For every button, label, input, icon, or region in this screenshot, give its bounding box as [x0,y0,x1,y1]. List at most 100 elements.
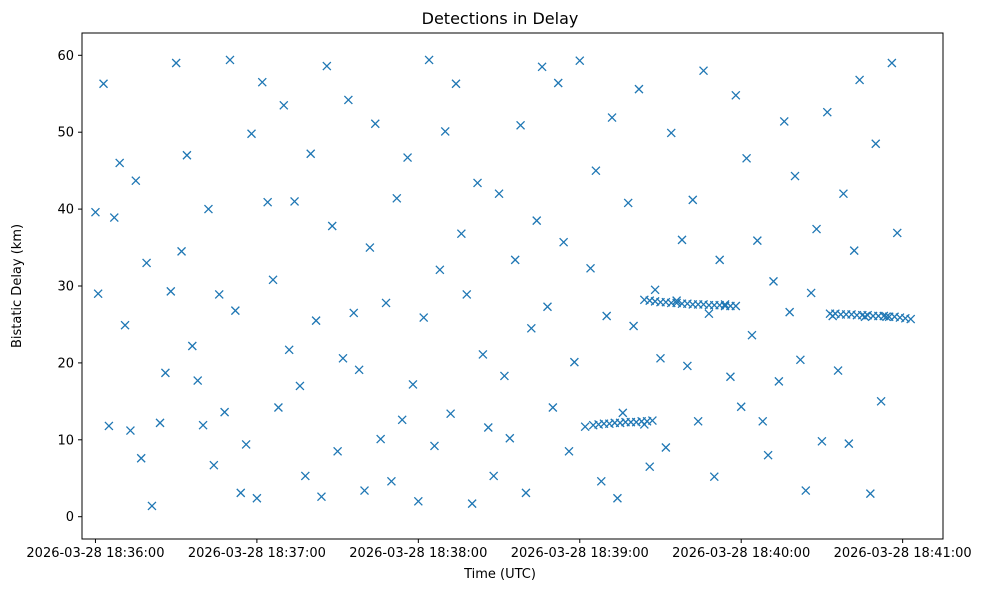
data-point [521,488,531,498]
data-point [526,323,536,333]
data-point [440,126,450,136]
data-point [489,471,499,481]
data-point [290,196,300,206]
data-point [136,453,146,463]
data-point [790,171,800,181]
x-tick-label: 2026-03-28 18:37:00 [188,546,326,561]
data-point [467,499,477,509]
data-point [785,307,795,317]
data-point [575,56,585,66]
data-point [779,116,789,126]
data-point [769,276,778,286]
data-point [602,311,612,321]
data-point [241,439,251,449]
data-point [699,66,708,76]
y-axis-label: Bistatic Delay (km) [10,224,25,348]
data-point [763,450,773,460]
data-point [451,79,461,89]
data-point [403,153,413,163]
data-point [93,289,103,299]
data-point [333,446,343,456]
data-point [892,228,902,238]
data-point [300,471,310,481]
data-point [548,403,558,412]
data-point [731,90,741,100]
data-point [473,178,482,188]
data-point [516,120,526,130]
data-point [413,496,423,506]
data-point [483,423,493,432]
y-tick-label: 60 [57,49,74,64]
data-point [295,381,305,391]
data-point [182,150,192,160]
data-point [193,376,203,386]
data-point [650,285,660,295]
data-point [370,119,380,129]
data-point [822,107,832,117]
data-point [279,100,289,110]
data-point [774,376,784,386]
x-tick-label: 2026-03-28 18:38:00 [349,546,487,561]
data-point [365,243,375,253]
data-point [268,275,278,285]
data-point [844,439,854,449]
data-point [252,493,262,503]
data-point [661,443,671,452]
data-point [543,302,552,312]
data-point [682,361,692,371]
data-point [284,345,294,355]
data-point [177,246,187,256]
data-point [736,402,746,412]
data-point [236,488,246,498]
data-point [647,416,657,426]
data-point [812,224,822,234]
data-point [147,501,157,511]
y-tick-label: 50 [57,126,74,141]
data-point [559,237,569,247]
x-tick-label: 2026-03-28 18:41:00 [834,546,972,561]
data-point [343,95,353,105]
data-point [537,62,547,72]
data-point [263,197,273,207]
data-point [704,309,714,319]
data-point [435,265,445,275]
data-point [752,236,762,246]
data-point [693,416,703,426]
data-point [99,79,108,89]
y-tick-label: 20 [57,356,74,371]
data-point [887,58,897,68]
data-point [499,371,509,381]
data-point [672,296,682,306]
data-point [688,195,698,205]
data-point [817,436,827,446]
data-point [338,353,348,363]
data-point [166,286,176,296]
data-point [629,321,639,331]
data-point [220,407,230,417]
data-point [209,460,219,470]
data-point [795,355,805,365]
data-point [833,366,843,376]
data-point [322,61,332,71]
data-point [187,341,197,351]
data-point [171,58,181,68]
data-point [758,416,768,426]
x-axis-label: Time (UTC) [463,567,536,582]
data-point [586,263,595,273]
data-point [569,357,579,367]
data-point [155,418,165,428]
data-point [564,446,574,456]
data-point [623,198,633,208]
data-point [725,372,735,382]
data-point [906,314,916,324]
data-point [645,462,655,472]
data-point [273,403,283,412]
data-point [801,486,811,496]
y-tick-label: 10 [57,433,74,448]
data-point [131,176,141,186]
data-point [354,365,364,375]
data-marks [90,55,916,511]
data-point [327,221,337,231]
data-point [424,55,434,65]
